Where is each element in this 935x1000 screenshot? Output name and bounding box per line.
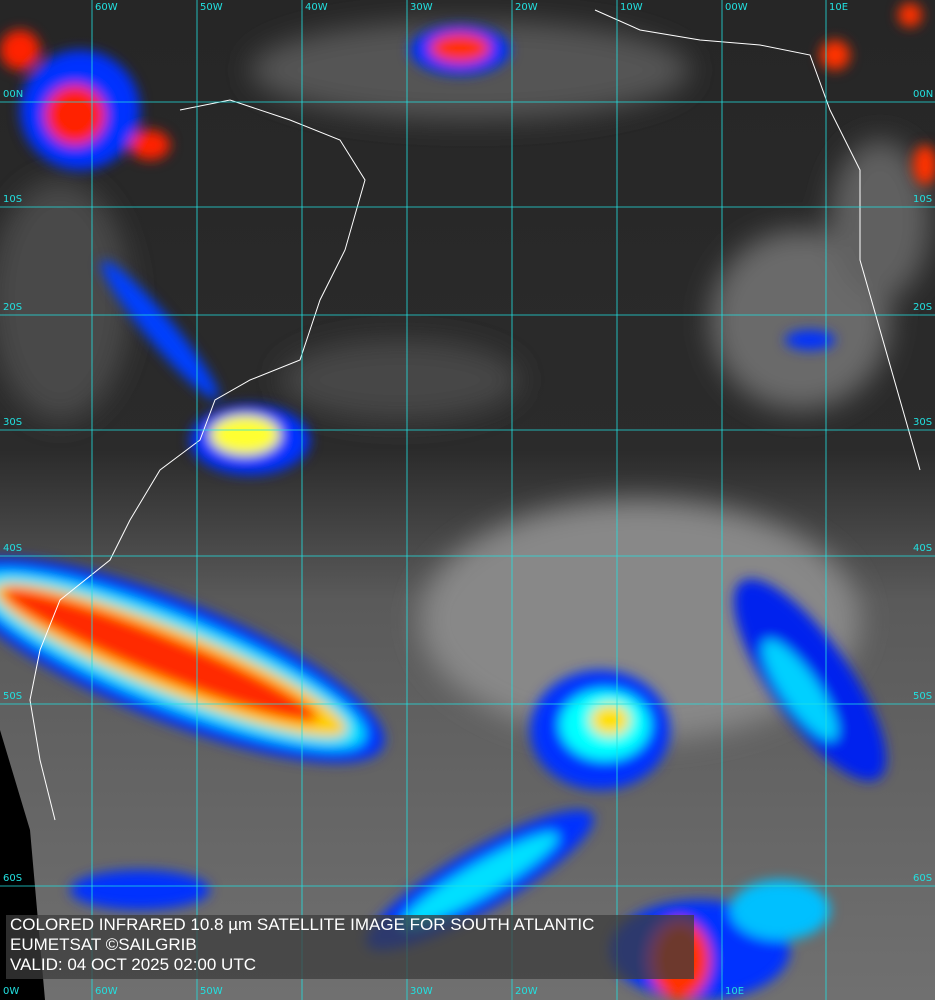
caption-valid-time: VALID: 04 OCT 2025 02:00 UTC xyxy=(10,955,256,974)
latitude-label-right: 10S xyxy=(913,194,933,205)
coastlines xyxy=(29,9,921,821)
latitude-label-right: 30S xyxy=(913,417,933,428)
caption-credit: EUMETSAT ©SAILGRIB xyxy=(10,935,197,954)
bottom-longitude-label: 60W xyxy=(95,986,118,997)
longitude-label: 50W xyxy=(200,2,223,13)
bottom-longitude-label: 30W xyxy=(410,986,433,997)
longitude-label: 30W xyxy=(410,2,433,13)
caption-box: COLORED INFRARED 10.8 µm SATELLITE IMAGE… xyxy=(6,915,694,979)
latitude-label: 00N xyxy=(3,89,24,100)
latitude-label: 40S xyxy=(3,543,23,554)
latitude-label-right: 60S xyxy=(913,873,933,884)
latitude-label: 50S xyxy=(3,691,23,702)
longitude-label: 60W xyxy=(95,2,118,13)
latitude-label-right: 00N xyxy=(913,89,934,100)
longitude-label: 10W xyxy=(620,2,643,13)
latitude-label-right: 50S xyxy=(913,691,933,702)
bottom-longitude-label: 10E xyxy=(725,986,745,997)
bottom-longitude-label: 50W xyxy=(200,986,223,997)
latitude-label: 10S xyxy=(3,194,23,205)
latitude-label-right: 40S xyxy=(913,543,933,554)
bottom-longitude-label: 0W xyxy=(3,986,20,997)
caption-title: COLORED INFRARED 10.8 µm SATELLITE IMAGE… xyxy=(10,915,595,934)
latitude-label-right: 20S xyxy=(913,302,933,313)
longitude-label: 00W xyxy=(725,2,748,13)
longitude-label: 20W xyxy=(515,2,538,13)
latitude-label: 30S xyxy=(3,417,23,428)
latitude-label: 60S xyxy=(3,873,23,884)
latitude-label: 20S xyxy=(3,302,23,313)
longitude-label: 40W xyxy=(305,2,328,13)
longitude-label: 10E xyxy=(829,2,849,13)
bottom-longitude-label: 20W xyxy=(515,986,538,997)
